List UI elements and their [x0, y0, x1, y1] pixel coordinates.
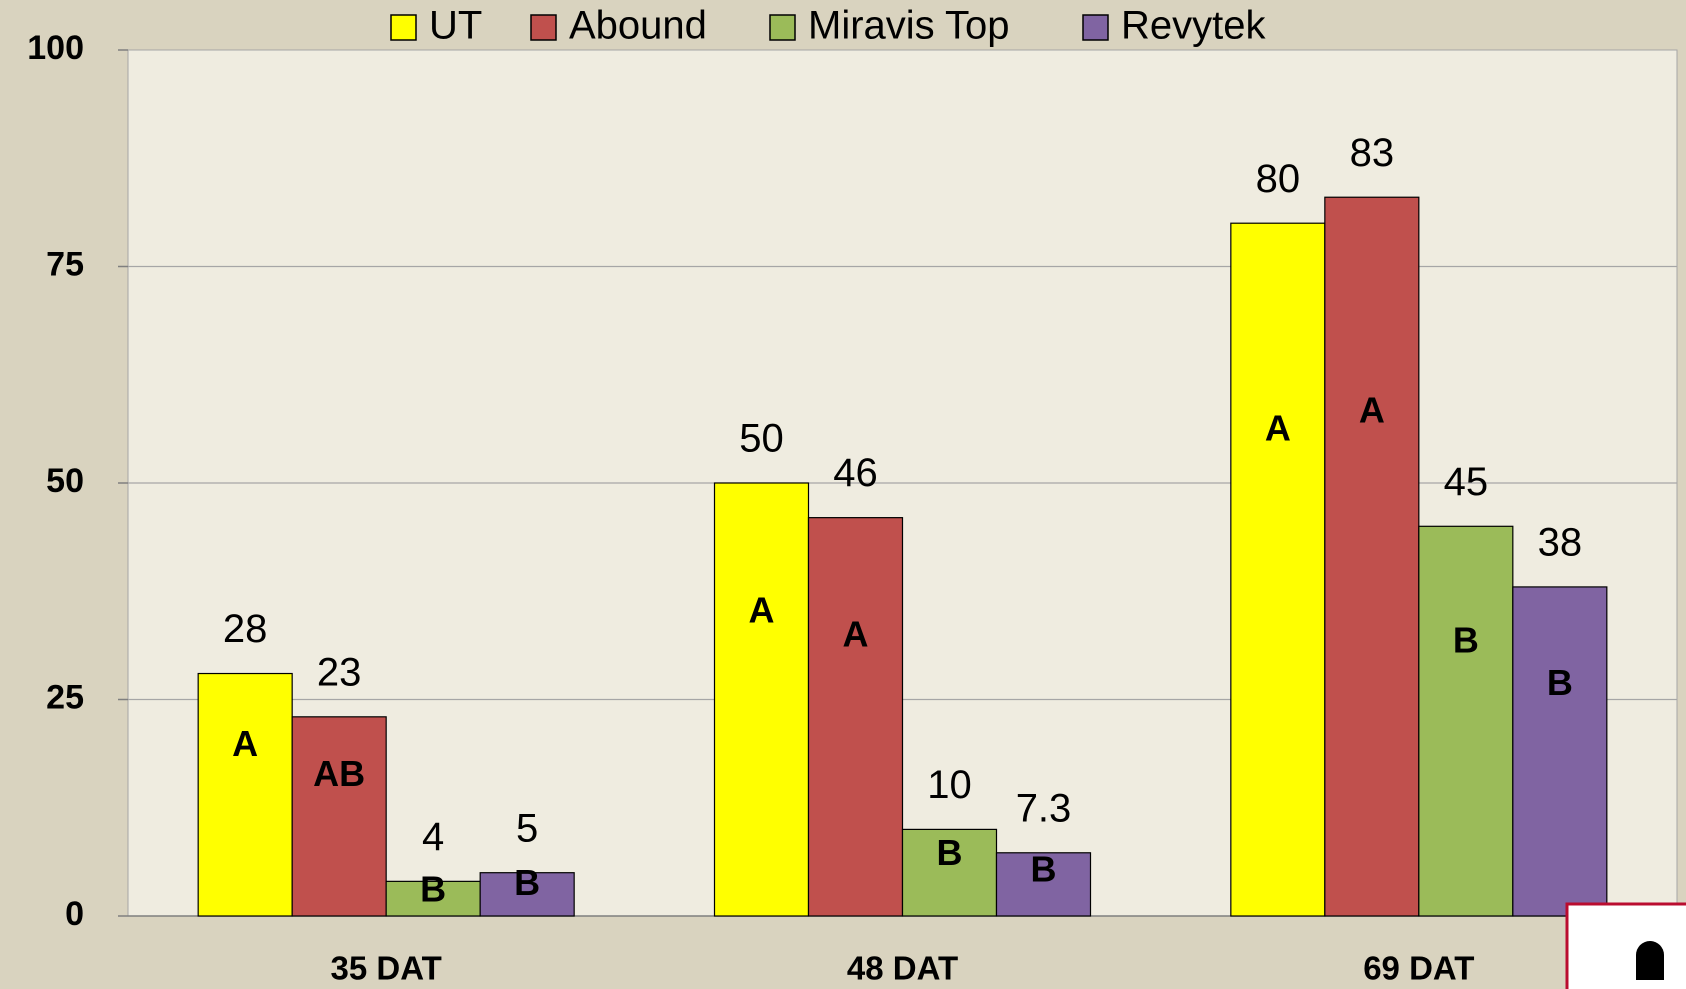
significance-letter: A — [232, 723, 258, 764]
data-label: 10 — [927, 763, 972, 807]
legend-label: UT — [429, 4, 482, 48]
y-tick-label: 100 — [27, 29, 84, 67]
data-label: 5 — [516, 806, 538, 850]
legend-swatch — [390, 14, 417, 41]
bar — [713, 482, 810, 917]
logo-box — [1565, 902, 1686, 989]
bar — [479, 872, 575, 917]
bar — [995, 852, 1092, 917]
data-label: 80 — [1256, 157, 1301, 201]
y-tick-label: 50 — [46, 462, 84, 500]
y-tick-label: 0 — [65, 895, 84, 933]
significance-letter: A — [1359, 389, 1385, 430]
data-label: 45 — [1444, 460, 1489, 504]
significance-letter: B — [420, 868, 446, 909]
significance-letter: B — [1453, 620, 1479, 661]
significance-letter: A — [843, 614, 869, 655]
legend-swatch — [530, 14, 557, 41]
x-tick-label: 35 DAT — [331, 950, 442, 987]
data-label: 7.3 — [1016, 786, 1072, 830]
data-label: 46 — [833, 451, 878, 495]
significance-letter: AB — [313, 753, 365, 794]
significance-letter: A — [749, 589, 775, 630]
data-label: 83 — [1350, 131, 1395, 175]
bar — [807, 517, 904, 917]
significance-letter: B — [1547, 662, 1573, 703]
bar — [197, 672, 293, 917]
bar — [901, 828, 998, 917]
legend-label: Miravis Top — [808, 4, 1010, 48]
y-tick-label: 75 — [46, 245, 84, 283]
x-tick-label: 48 DAT — [847, 950, 958, 987]
y-tick-label: 25 — [46, 678, 84, 716]
x-tick-label: 69 DAT — [1363, 950, 1474, 987]
bar — [1418, 525, 1514, 917]
bar — [385, 880, 481, 917]
data-label: 4 — [422, 815, 444, 859]
bar — [291, 716, 387, 917]
significance-letter: B — [937, 832, 963, 873]
logo-arch — [1636, 941, 1664, 980]
data-label: 28 — [223, 607, 268, 651]
logo — [1565, 902, 1686, 989]
bar — [1230, 222, 1326, 917]
legend-swatch — [769, 14, 796, 41]
legend-swatch — [1082, 14, 1109, 41]
bar — [1512, 586, 1608, 917]
legend-label: Abound — [569, 4, 707, 48]
significance-letter: B — [1031, 848, 1057, 889]
data-label: 38 — [1538, 520, 1583, 564]
legend-label: Revytek — [1121, 4, 1266, 48]
data-label: 50 — [739, 417, 784, 461]
significance-letter: A — [1265, 408, 1291, 449]
significance-letter: B — [514, 862, 540, 903]
bar — [1324, 196, 1420, 917]
data-label: 23 — [317, 650, 362, 694]
